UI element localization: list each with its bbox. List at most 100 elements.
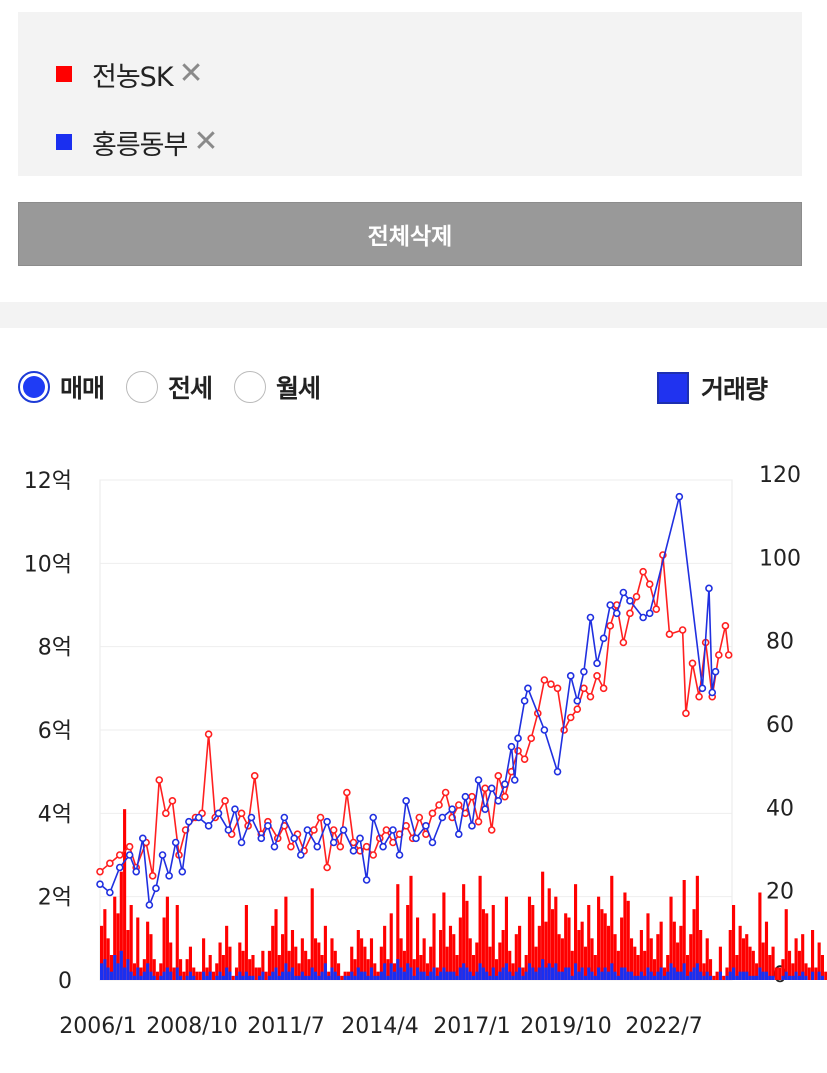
volume-bar bbox=[616, 950, 620, 980]
volume-bar bbox=[541, 959, 545, 980]
remove-icon[interactable]: ✕ bbox=[178, 56, 204, 91]
price-point bbox=[96, 867, 104, 876]
volume-bar bbox=[511, 963, 515, 980]
volume-bar bbox=[732, 905, 736, 980]
volume-bar bbox=[432, 967, 436, 980]
price-point bbox=[270, 842, 279, 851]
volume-bar bbox=[616, 975, 620, 980]
volume-bar bbox=[448, 971, 453, 980]
volume-bar bbox=[146, 921, 150, 980]
x-tick-label: 2008/10 bbox=[146, 1014, 237, 1039]
volume-bar bbox=[129, 971, 133, 980]
price-point bbox=[264, 822, 272, 830]
volume-bar bbox=[722, 975, 726, 980]
volume-bar bbox=[741, 938, 746, 980]
delete-all-button[interactable]: 전체삭제 bbox=[18, 202, 802, 266]
volume-bar bbox=[732, 967, 736, 980]
radio-monthly[interactable]: 월세 bbox=[234, 369, 321, 405]
volume-bar bbox=[801, 971, 805, 980]
volume-bar bbox=[544, 921, 548, 980]
volume-bar bbox=[116, 913, 120, 980]
price-point bbox=[645, 609, 654, 618]
volume-bar bbox=[129, 905, 133, 980]
volume-bar bbox=[521, 967, 525, 980]
volume-bar bbox=[692, 909, 696, 980]
volume-bar bbox=[629, 938, 634, 980]
volume-bar bbox=[221, 975, 225, 980]
volume-bar bbox=[258, 975, 262, 980]
price-point bbox=[204, 730, 213, 738]
volume-bar bbox=[136, 917, 140, 980]
volume-bar bbox=[310, 967, 314, 980]
radio-selected-icon bbox=[18, 371, 50, 403]
price-point bbox=[323, 817, 331, 826]
radio-jeonse[interactable]: 전세 bbox=[126, 369, 213, 405]
volume-bar bbox=[534, 946, 538, 980]
volume-bar bbox=[672, 921, 676, 980]
price-point bbox=[382, 826, 391, 834]
volume-bar bbox=[574, 884, 578, 980]
volume-bar bbox=[172, 967, 176, 980]
remove-icon[interactable]: ✕ bbox=[193, 124, 219, 159]
price-point bbox=[313, 842, 322, 851]
volume-bar bbox=[603, 967, 607, 980]
volume-bar bbox=[560, 971, 564, 980]
price-point bbox=[296, 851, 305, 859]
volume-bar bbox=[317, 975, 321, 980]
volume-bar bbox=[218, 971, 222, 980]
volume-bar bbox=[639, 930, 643, 980]
volume-bar bbox=[534, 971, 538, 980]
volume-bar bbox=[807, 967, 811, 980]
volume-bar bbox=[442, 967, 446, 980]
volume-bar bbox=[557, 934, 561, 980]
volume-bar bbox=[290, 930, 295, 980]
volume-bar bbox=[679, 925, 683, 980]
price-point bbox=[379, 842, 387, 851]
price-point bbox=[329, 838, 338, 847]
volume-bar bbox=[159, 963, 163, 980]
volume-bar bbox=[478, 875, 482, 980]
volume-bar bbox=[202, 938, 206, 980]
price-point bbox=[287, 842, 295, 851]
volume-bar bbox=[603, 913, 607, 980]
volume-bar bbox=[748, 975, 752, 980]
volume-bar bbox=[406, 905, 410, 980]
volume-bar bbox=[511, 975, 515, 980]
volume-bar bbox=[284, 963, 288, 980]
price-point bbox=[362, 842, 371, 851]
price-point bbox=[178, 867, 187, 876]
volume-bar bbox=[152, 959, 156, 980]
volume-bar bbox=[715, 971, 719, 980]
price-point bbox=[247, 813, 256, 822]
volume-bar bbox=[185, 975, 189, 980]
y-right-tick-label: 120 bbox=[759, 463, 801, 488]
volume-bar bbox=[327, 975, 331, 980]
price-point bbox=[580, 684, 588, 693]
section-divider bbox=[0, 302, 827, 328]
volume-bar bbox=[791, 975, 795, 980]
price-line bbox=[99, 496, 717, 906]
volume-bar bbox=[504, 896, 509, 980]
radio-monthly-label: 월세 bbox=[276, 374, 321, 403]
volume-bar bbox=[123, 809, 127, 980]
volume-bar bbox=[281, 971, 285, 980]
volume-bar bbox=[100, 925, 104, 980]
radio-sale[interactable]: 매매 bbox=[18, 369, 105, 405]
price-point bbox=[168, 797, 177, 805]
volume-bar bbox=[363, 946, 367, 980]
volume-bar bbox=[109, 971, 114, 980]
volume-bar bbox=[330, 967, 334, 980]
volume-bar bbox=[376, 975, 380, 980]
volume-bar bbox=[643, 975, 647, 980]
volume-bar bbox=[787, 975, 792, 980]
legend-label-1: 전농SK bbox=[92, 61, 174, 93]
x-tick-label: 2014/4 bbox=[341, 1014, 418, 1039]
volume-bar bbox=[267, 975, 272, 980]
volume-bar bbox=[192, 975, 196, 980]
volume-toggle[interactable]: 거래량 bbox=[657, 370, 768, 406]
volume-bar bbox=[169, 971, 173, 980]
volume-bar bbox=[208, 971, 212, 980]
volume-bar bbox=[587, 905, 591, 980]
price-point bbox=[412, 834, 420, 843]
volume-bar bbox=[458, 967, 462, 980]
